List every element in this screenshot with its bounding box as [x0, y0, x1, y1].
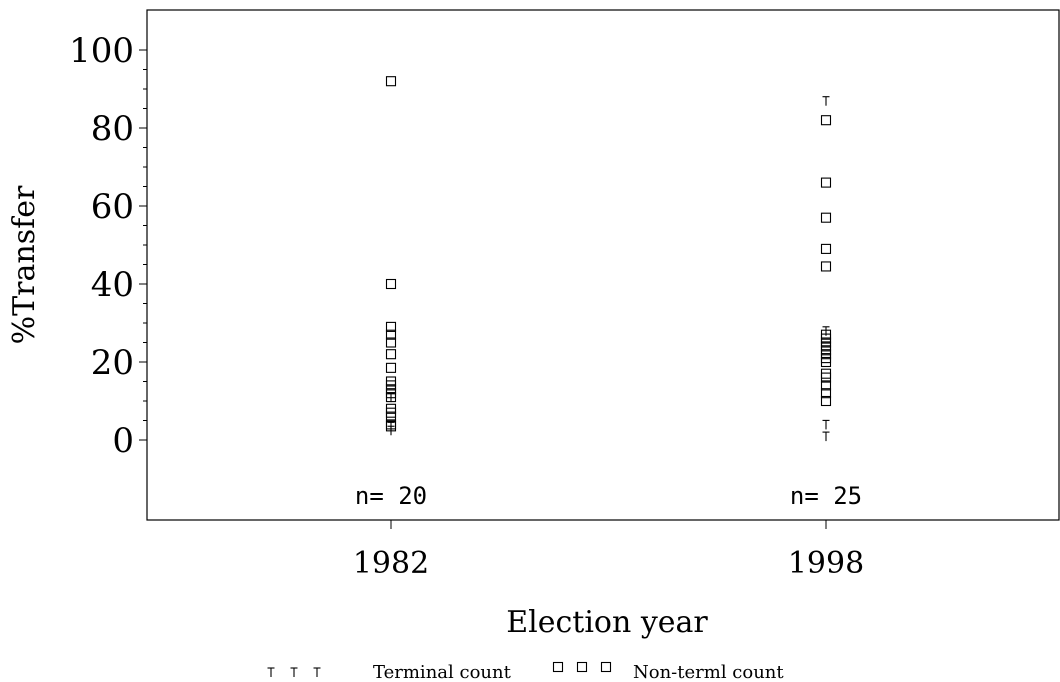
non-terml-point: [820, 177, 832, 188]
non-terml-point: [385, 278, 397, 290]
non-terml-point: [385, 321, 397, 332]
legend-non-terml-marker: [552, 661, 612, 673]
terminal-point: [822, 96, 830, 106]
legend-square-icon: [576, 661, 588, 673]
terminal-point: [387, 421, 395, 432]
legend-tee-icon: [267, 667, 275, 677]
terminal-point: [822, 431, 830, 442]
y-axis-title: %Transfer: [7, 185, 42, 344]
legend: Terminal count Non-terml count: [267, 661, 784, 682]
legend-square-icon: [552, 661, 564, 673]
non-terml-point: [820, 368, 832, 379]
terminal-point: [822, 419, 830, 430]
non-terml-point: [385, 421, 397, 432]
non-terml-point: [820, 115, 832, 126]
non-terml-point: [820, 243, 832, 254]
non-terml-point: [385, 76, 397, 87]
y-tick-label: 60: [91, 187, 134, 227]
non-terml-point: [820, 395, 832, 407]
group-size-labels: n= 20 n= 25: [355, 482, 862, 510]
non-terml-point: [385, 329, 397, 340]
non-terml-point: [385, 362, 397, 373]
y-tick-label: 80: [91, 109, 134, 149]
legend-non-terml-label: Non-terml count: [633, 662, 784, 682]
non-terml-point: [385, 349, 397, 360]
y-tick-label: 100: [69, 31, 134, 71]
y-tick-label: 40: [91, 265, 134, 305]
x-axis: 1982 1998: [353, 520, 864, 581]
non-terml-point: [820, 261, 832, 272]
plot-frame: [146, 9, 1060, 521]
non-terml-point: [820, 356, 832, 368]
legend-tee-icon: [290, 667, 298, 677]
y-tick-label: 20: [91, 343, 134, 383]
legend-square-icon: [600, 661, 612, 673]
x-axis-title: Election year: [506, 605, 708, 640]
non-terml-point: [385, 411, 397, 422]
legend-terminal-label: Terminal count: [373, 662, 512, 682]
x-tick-label: 1982: [353, 546, 429, 581]
x-tick-label: 1998: [788, 546, 864, 581]
non-terml-point: [820, 212, 832, 223]
non-terml-point: [820, 388, 832, 399]
non-terml-point: [820, 372, 832, 383]
non-terml-point: [385, 337, 397, 348]
group-size-label: n= 20: [355, 482, 427, 510]
non-terml-point: [820, 380, 832, 391]
non-terml-point: [385, 392, 397, 403]
legend-tee-icon: [313, 667, 321, 677]
legend-terminal-marker: [267, 667, 321, 677]
non-terml-point: [385, 407, 397, 418]
group-size-label: n= 25: [790, 482, 862, 510]
y-tick-label: 0: [112, 421, 134, 461]
y-axis: 0 20 40 60 80 100: [69, 31, 147, 461]
data-marks: [385, 76, 832, 442]
